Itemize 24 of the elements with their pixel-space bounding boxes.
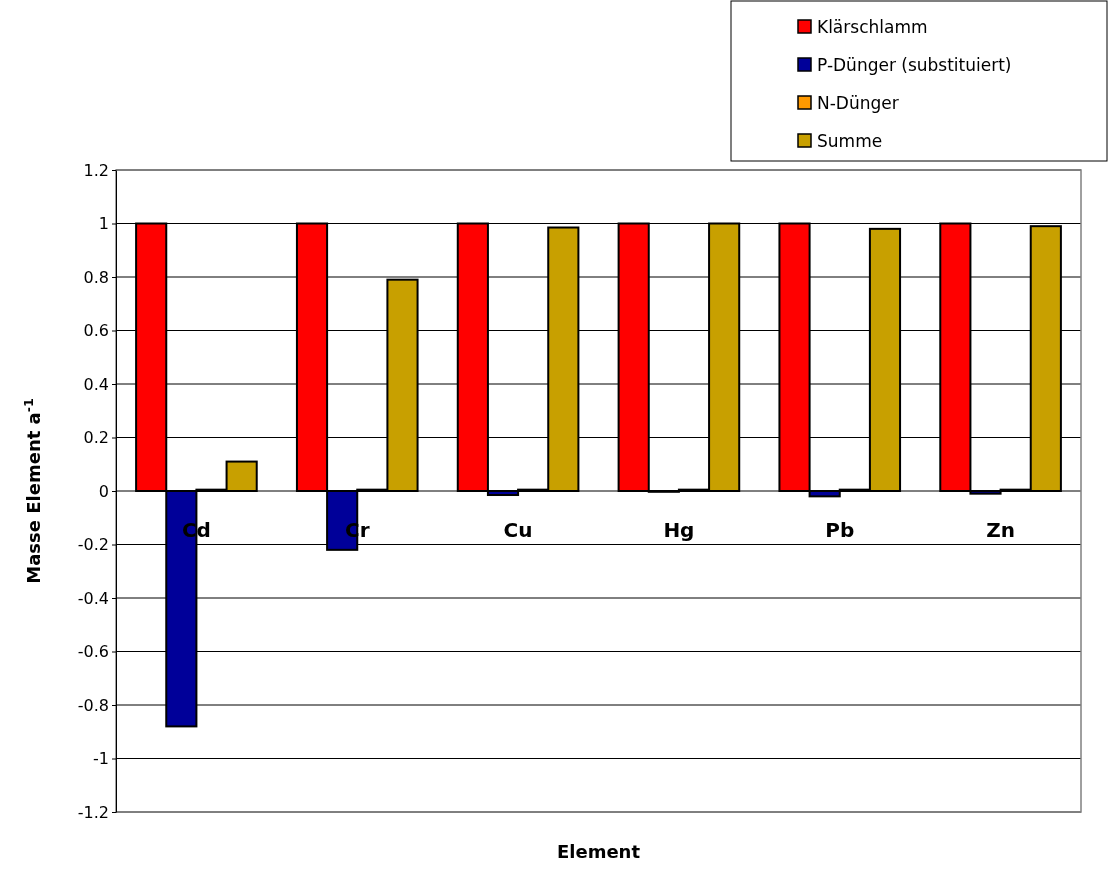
- legend-label: Summe: [817, 131, 883, 151]
- legend-label: Klärschlamm: [817, 17, 928, 37]
- y-tick-label: 0.6: [83, 321, 109, 341]
- y-tick-label: 1.2: [83, 160, 109, 180]
- y-tick-label: -1.2: [77, 802, 109, 822]
- y-tick-label: 1: [98, 214, 109, 234]
- legend-label: N-Dünger: [817, 93, 899, 113]
- y-tick-label: 0.2: [83, 428, 109, 448]
- x-tick-label: Cu: [503, 518, 533, 542]
- y-tick-label: -1: [93, 749, 109, 769]
- x-axis-title: Element: [556, 841, 641, 862]
- y-tick-label: -0.6: [77, 642, 109, 662]
- x-tick-label: Hg: [663, 518, 695, 542]
- x-tick-label: Cr: [344, 518, 370, 542]
- x-tick-label: Zn: [986, 518, 1015, 542]
- y-tick-label: 0.8: [83, 267, 109, 287]
- legend-label: P-Dünger (substituiert): [817, 55, 1012, 75]
- y-tick-label: 0: [98, 481, 109, 501]
- y-tick-label: 0.4: [83, 374, 109, 394]
- y-tick-label: -0.8: [77, 695, 109, 715]
- x-tick-label: Cd: [181, 518, 211, 542]
- y-tick-label: -0.4: [77, 588, 109, 608]
- y-tick-label: -0.2: [77, 535, 109, 555]
- x-tick-label: Pb: [825, 518, 855, 542]
